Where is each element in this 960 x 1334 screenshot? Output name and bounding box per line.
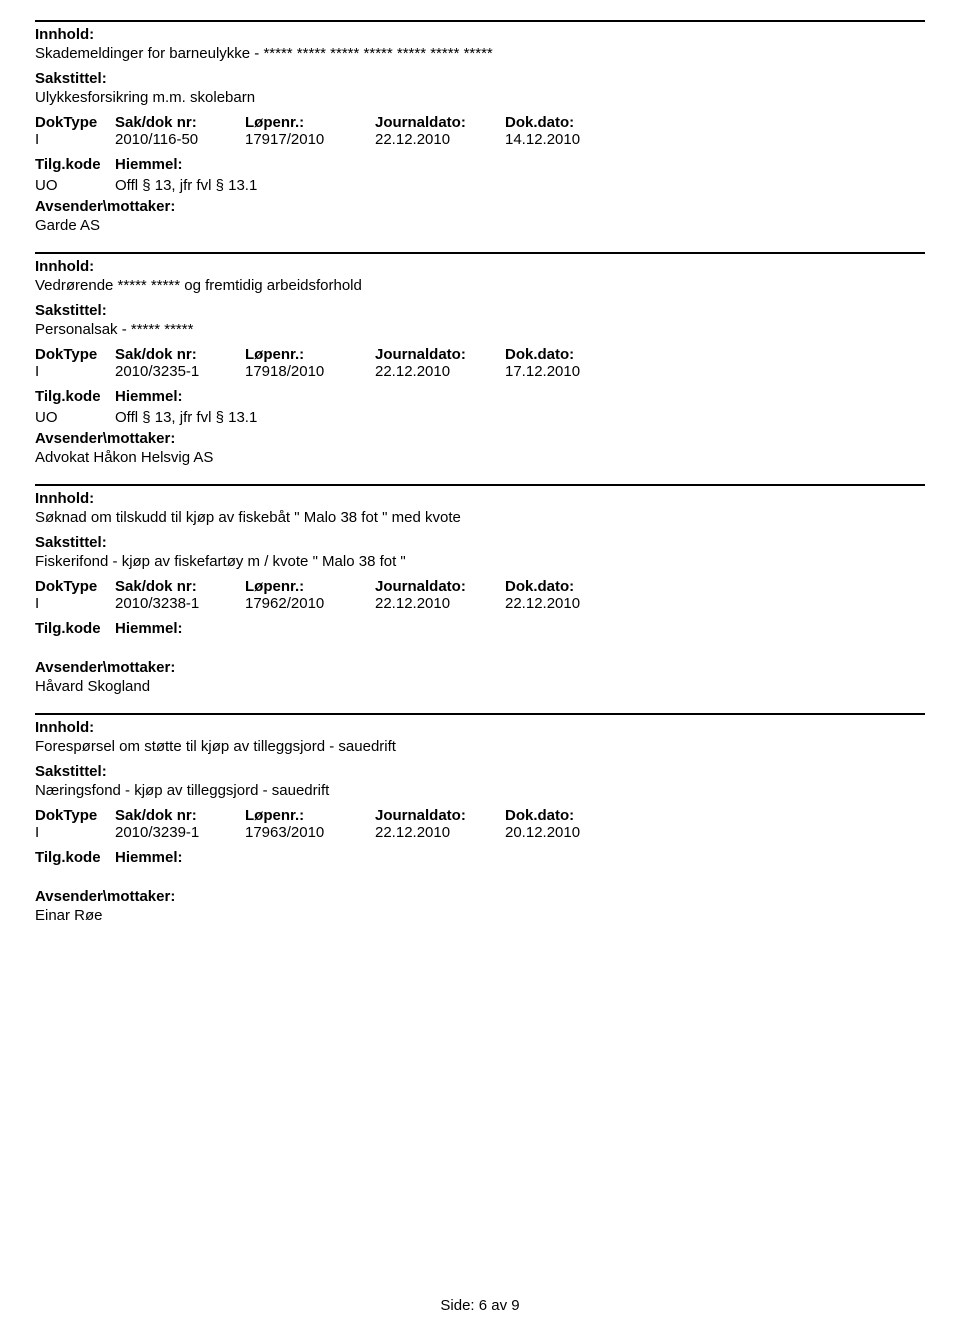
- entry-data-row: I2010/3239-117963/201022.12.201020.12.20…: [35, 824, 925, 841]
- journaldato-header: Journaldato:: [375, 114, 505, 131]
- tilgkode-value: UO: [35, 177, 115, 194]
- journaldato-value: 22.12.2010: [375, 131, 505, 148]
- entry-data-row: I2010/3238-117962/201022.12.201022.12.20…: [35, 595, 925, 612]
- hiemmel-value: Offl § 13, jfr fvl § 13.1: [115, 177, 257, 194]
- sakstittel-label: Sakstittel:: [35, 534, 925, 551]
- saknr-value: 2010/3235-1: [115, 363, 245, 380]
- doktype-value: I: [35, 824, 115, 841]
- tilgkode-value: UO: [35, 409, 115, 426]
- hiemmel-label: Hiemmel:: [115, 388, 183, 405]
- journaldato-value: 22.12.2010: [375, 824, 505, 841]
- tilgkode-label: Tilg.kode: [35, 849, 115, 866]
- lopenr-header: Løpenr.:: [245, 114, 375, 131]
- spacer: [35, 641, 925, 659]
- entry-header-row: DokTypeSak/dok nr:Løpenr.:Journaldato:Do…: [35, 114, 925, 131]
- doktype-header: DokType: [35, 114, 115, 131]
- tilgkode-label: Tilg.kode: [35, 388, 115, 405]
- saknr-header: Sak/dok nr:: [115, 807, 245, 824]
- journaldato-value: 22.12.2010: [375, 363, 505, 380]
- sakstittel-label: Sakstittel:: [35, 70, 925, 87]
- journal-entry: Innhold: Forespørsel om støtte til kjøp a…: [35, 713, 925, 924]
- saknr-value: 2010/3238-1: [115, 595, 245, 612]
- tilgkode-row: Tilg.kodeHiemmel:: [35, 388, 925, 405]
- tilgkode-row: Tilg.kodeHiemmel:: [35, 849, 925, 866]
- dokdato-value: 22.12.2010: [505, 595, 635, 612]
- sakstittel-value: Fiskerifond - kjøp av fiskefartøy m / kv…: [35, 553, 925, 570]
- doktype-header: DokType: [35, 807, 115, 824]
- dokdato-value: 17.12.2010: [505, 363, 635, 380]
- saknr-value: 2010/3239-1: [115, 824, 245, 841]
- innhold-label: Innhold:: [35, 258, 925, 275]
- tilgkode-row: Tilg.kodeHiemmel:: [35, 156, 925, 173]
- journal-entry: Innhold: Vedrørende ***** ***** og fremti…: [35, 252, 925, 466]
- avsender-label: Avsender\mottaker:: [35, 888, 925, 905]
- tilg-values-row: UOOffl § 13, jfr fvl § 13.1: [35, 409, 925, 426]
- journaldato-header: Journaldato:: [375, 578, 505, 595]
- dokdato-value: 20.12.2010: [505, 824, 635, 841]
- sakstittel-value: Næringsfond - kjøp av tilleggsjord - sau…: [35, 782, 925, 799]
- tilgkode-row: Tilg.kodeHiemmel:: [35, 620, 925, 637]
- lopenr-value: 17963/2010: [245, 824, 375, 841]
- journal-entry: Innhold: Søknad om tilskudd til kjøp av f…: [35, 484, 925, 695]
- dokdato-header: Dok.dato:: [505, 578, 635, 595]
- innhold-value: Forespørsel om støtte til kjøp av tilleg…: [35, 738, 925, 755]
- entry-header-row: DokTypeSak/dok nr:Løpenr.:Journaldato:Do…: [35, 807, 925, 824]
- lopenr-header: Løpenr.:: [245, 807, 375, 824]
- innhold-label: Innhold:: [35, 490, 925, 507]
- sakstittel-label: Sakstittel:: [35, 302, 925, 319]
- innhold-label: Innhold:: [35, 719, 925, 736]
- dokdato-header: Dok.dato:: [505, 807, 635, 824]
- saknr-header: Sak/dok nr:: [115, 114, 245, 131]
- entry-data-row: I2010/116-5017917/201022.12.201014.12.20…: [35, 131, 925, 148]
- avsender-value: Einar Røe: [35, 907, 925, 924]
- innhold-value: Søknad om tilskudd til kjøp av fiskebåt …: [35, 509, 925, 526]
- sakstittel-label: Sakstittel:: [35, 763, 925, 780]
- hiemmel-label: Hiemmel:: [115, 620, 183, 637]
- entry-header-row: DokTypeSak/dok nr:Løpenr.:Journaldato:Do…: [35, 578, 925, 595]
- journaldato-header: Journaldato:: [375, 346, 505, 363]
- innhold-value: Skademeldinger for barneulykke - ***** *…: [35, 45, 925, 62]
- entry-header-row: DokTypeSak/dok nr:Løpenr.:Journaldato:Do…: [35, 346, 925, 363]
- dokdato-value: 14.12.2010: [505, 131, 635, 148]
- journaldato-value: 22.12.2010: [375, 595, 505, 612]
- hiemmel-label: Hiemmel:: [115, 156, 183, 173]
- innhold-label: Innhold:: [35, 26, 925, 43]
- avsender-value: Garde AS: [35, 217, 925, 234]
- doktype-value: I: [35, 595, 115, 612]
- doktype-header: DokType: [35, 578, 115, 595]
- lopenr-value: 17962/2010: [245, 595, 375, 612]
- hiemmel-value: Offl § 13, jfr fvl § 13.1: [115, 409, 257, 426]
- doktype-value: I: [35, 131, 115, 148]
- sakstittel-value: Ulykkesforsikring m.m. skolebarn: [35, 89, 925, 106]
- journaldato-header: Journaldato:: [375, 807, 505, 824]
- saknr-value: 2010/116-50: [115, 131, 245, 148]
- avsender-label: Avsender\mottaker:: [35, 198, 925, 215]
- entry-data-row: I2010/3235-117918/201022.12.201017.12.20…: [35, 363, 925, 380]
- avsender-value: Håvard Skogland: [35, 678, 925, 695]
- lopenr-value: 17918/2010: [245, 363, 375, 380]
- tilg-values-row: UOOffl § 13, jfr fvl § 13.1: [35, 177, 925, 194]
- avsender-label: Avsender\mottaker:: [35, 659, 925, 676]
- doktype-value: I: [35, 363, 115, 380]
- spacer: [35, 870, 925, 888]
- sakstittel-value: Personalsak - ***** *****: [35, 321, 925, 338]
- tilgkode-label: Tilg.kode: [35, 620, 115, 637]
- avsender-value: Advokat Håkon Helsvig AS: [35, 449, 925, 466]
- innhold-value: Vedrørende ***** ***** og fremtidig arbe…: [35, 277, 925, 294]
- journal-entry: Innhold: Skademeldinger for barneulykke -…: [35, 20, 925, 234]
- saknr-header: Sak/dok nr:: [115, 578, 245, 595]
- lopenr-header: Løpenr.:: [245, 346, 375, 363]
- doktype-header: DokType: [35, 346, 115, 363]
- lopenr-value: 17917/2010: [245, 131, 375, 148]
- tilgkode-label: Tilg.kode: [35, 156, 115, 173]
- page-footer: Side: 6 av 9: [0, 1297, 960, 1314]
- avsender-label: Avsender\mottaker:: [35, 430, 925, 447]
- dokdato-header: Dok.dato:: [505, 114, 635, 131]
- hiemmel-label: Hiemmel:: [115, 849, 183, 866]
- saknr-header: Sak/dok nr:: [115, 346, 245, 363]
- lopenr-header: Løpenr.:: [245, 578, 375, 595]
- dokdato-header: Dok.dato:: [505, 346, 635, 363]
